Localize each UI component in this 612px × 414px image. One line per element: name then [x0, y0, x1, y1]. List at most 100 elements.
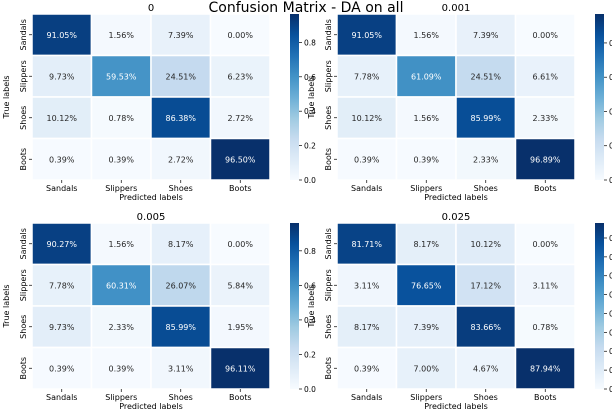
y-tick-label: Shoes [19, 106, 28, 130]
heatmap-cell [395, 222, 457, 266]
cell-value-label: 24.51% [165, 72, 196, 81]
y-tick-label: Boots [324, 148, 333, 171]
x-axis-label: Predicted labels [424, 402, 488, 411]
x-tick-label: Shoes [169, 184, 193, 193]
y-tick-label: Sandals [324, 228, 333, 259]
cell-value-label: 10.12% [46, 114, 77, 123]
heatmap-cell [395, 96, 457, 140]
cell-value-label: 0.39% [414, 155, 440, 164]
heatmap-cell [150, 96, 212, 140]
colorbar-tick-label: 0.6 [304, 281, 316, 290]
x-tick-label: Sandals [351, 393, 382, 402]
cell-value-label: 85.99% [470, 114, 501, 123]
x-tick-label: Shoes [474, 184, 498, 193]
y-axis-label: True labels [2, 75, 11, 119]
heatmap-cell [31, 137, 93, 181]
colorbar-tick-label: 0.4 [304, 107, 316, 116]
cell-value-label: 7.00% [414, 364, 440, 373]
cell-value-label: 0.00% [228, 240, 254, 249]
cell-value-label: 3.11% [354, 281, 380, 290]
cell-value-label: 0.39% [49, 155, 75, 164]
cell-value-label: 10.12% [470, 240, 501, 249]
x-tick-label: Slippers [105, 184, 137, 193]
x-tick-label: Boots [534, 184, 557, 193]
x-tick-label: Sandals [46, 184, 77, 193]
y-tick-label: Shoes [19, 315, 28, 339]
cell-value-label: 1.56% [109, 240, 135, 249]
heatmap-cell [209, 13, 271, 57]
cell-value-label: 0.39% [109, 155, 135, 164]
x-axis-label: Predicted labels [119, 193, 183, 202]
cell-value-label: 91.05% [46, 31, 77, 40]
colorbar-tick-label: 0.0 [304, 176, 316, 185]
y-tick-label: Slippers [19, 269, 28, 301]
heatmap-cell [514, 96, 576, 140]
colorbar-tick-label: 0.2 [304, 350, 316, 359]
cell-value-label: 59.53% [106, 72, 137, 81]
heatmap-cell [455, 13, 517, 57]
x-tick-label: Sandals [351, 184, 382, 193]
cell-value-label: 8.17% [354, 323, 380, 332]
cell-value-label: 90.27% [46, 240, 77, 249]
colorbar-tick-label: 0.2 [609, 142, 612, 151]
colorbar-tick-label: 0.8 [304, 38, 316, 47]
cell-value-label: 86.38% [165, 114, 196, 123]
colorbar-tick-label: 0.4 [609, 107, 612, 116]
y-tick-label: Slippers [324, 60, 333, 92]
cell-value-label: 96.89% [530, 155, 561, 164]
cell-value-label: 0.00% [533, 31, 559, 40]
cell-value-label: 0.39% [109, 364, 135, 373]
cell-value-label: 81.71% [351, 240, 382, 249]
heatmap-cell [209, 346, 271, 390]
cell-value-label: 1.56% [414, 114, 440, 123]
x-tick-label: Boots [534, 393, 557, 402]
heatmap-cell [336, 54, 398, 98]
cell-value-label: 7.78% [49, 281, 75, 290]
x-axis-label: Predicted labels [424, 193, 488, 202]
colorbar-tick-label: 0.4 [304, 316, 316, 325]
colorbar-tick-label: 0.0 [609, 385, 612, 394]
colorbar-tick-label: 0.2 [609, 347, 612, 356]
colorbar-tick-label: 0.6 [609, 272, 612, 281]
y-axis-label: True labels [2, 284, 11, 328]
colorbar [595, 223, 604, 389]
heatmap-cell [90, 305, 152, 349]
x-tick-label: Boots [229, 393, 252, 402]
cell-value-label: 0.00% [533, 240, 559, 249]
colorbar-tick-label: 0.8 [609, 234, 612, 243]
panel-title: 0 [148, 3, 154, 14]
colorbar [290, 223, 299, 389]
heatmap-cell [90, 263, 152, 307]
cell-value-label: 7.39% [473, 31, 499, 40]
colorbar-tick-label: 0.1 [609, 366, 612, 375]
heatmap-cell [31, 305, 93, 349]
cell-value-label: 83.66% [470, 323, 501, 332]
heatmap-cell [150, 54, 212, 98]
cell-value-label: 0.78% [533, 323, 559, 332]
x-tick-label: Slippers [410, 184, 442, 193]
heatmap-cell [514, 346, 576, 390]
cell-value-label: 10.12% [351, 114, 382, 123]
colorbar-tick-label: 0.2 [304, 142, 316, 151]
cell-value-label: 0.39% [354, 155, 380, 164]
cell-value-label: 4.67% [473, 364, 499, 373]
heatmap-cell [395, 54, 457, 98]
y-tick-label: Boots [19, 148, 28, 171]
colorbar-tick-label: 0.4 [609, 309, 612, 318]
heatmap-cell [90, 137, 152, 181]
heatmap-cell [209, 54, 271, 98]
colorbar-tick-label: 0.0 [304, 385, 316, 394]
x-tick-label: Slippers [105, 393, 137, 402]
heatmap-cell [455, 54, 517, 98]
panel-title: 0.001 [442, 3, 471, 14]
heatmap-cell [31, 346, 93, 390]
x-tick-label: Slippers [410, 393, 442, 402]
cell-value-label: 24.51% [470, 72, 501, 81]
cell-value-label: 60.31% [106, 281, 137, 290]
cell-value-label: 6.61% [533, 72, 559, 81]
cell-value-label: 8.17% [168, 240, 194, 249]
cell-value-label: 7.39% [414, 323, 440, 332]
heatmap-cell [395, 13, 457, 57]
heatmap-cell [150, 346, 212, 390]
